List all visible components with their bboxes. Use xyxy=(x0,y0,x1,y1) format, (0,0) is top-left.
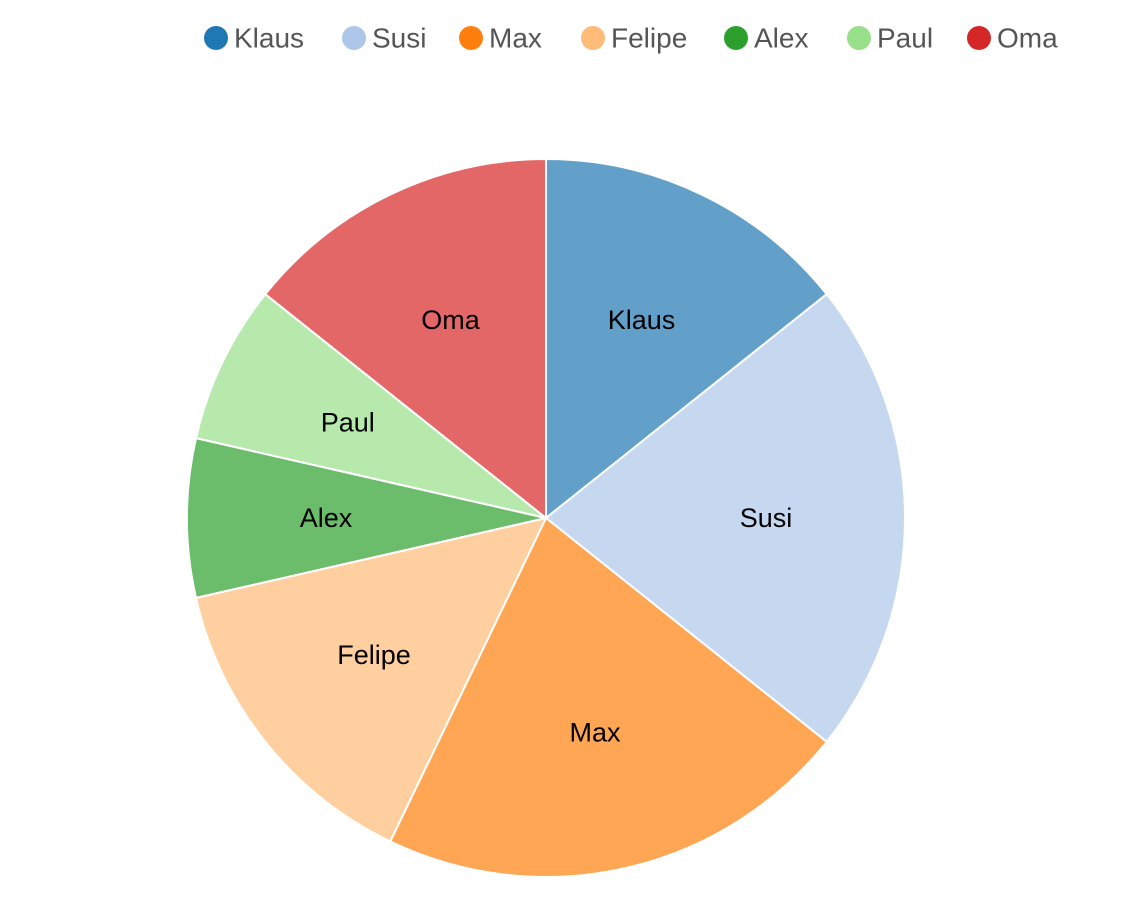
legend-swatch-alex xyxy=(724,26,748,50)
slice-label-felipe: Felipe xyxy=(337,640,411,670)
pie-slice-labels: Klaus Susi Max Felipe Alex Paul Oma xyxy=(300,305,793,748)
legend-item-felipe: Felipe xyxy=(581,23,687,54)
legend-item-susi: Susi xyxy=(342,23,426,54)
legend: Klaus Susi Max Felipe Alex Paul Oma xyxy=(204,23,1058,54)
legend-item-max: Max xyxy=(459,23,542,54)
slice-label-oma: Oma xyxy=(421,305,480,335)
slice-label-paul: Paul xyxy=(321,408,375,438)
legend-swatch-susi xyxy=(342,26,366,50)
pie-slice-max xyxy=(388,516,829,878)
pie-slice-susi xyxy=(544,292,906,744)
legend-swatch-paul xyxy=(847,26,871,50)
pie-slice-oma xyxy=(263,157,547,521)
legend-swatch-felipe xyxy=(581,26,605,50)
legend-swatch-oma xyxy=(967,26,991,50)
slice-label-susi: Susi xyxy=(740,503,793,533)
slice-label-max: Max xyxy=(569,718,621,748)
slice-label-klaus: Klaus xyxy=(608,305,676,335)
pie-slice-alex xyxy=(186,436,547,600)
legend-label-alex: Alex xyxy=(754,23,808,54)
legend-label-max: Max xyxy=(489,23,542,54)
legend-label-paul: Paul xyxy=(877,23,933,54)
legend-item-paul: Paul xyxy=(847,23,933,54)
legend-label-klaus: Klaus xyxy=(234,23,304,54)
pie-slice-felipe xyxy=(194,516,548,843)
legend-item-klaus: Klaus xyxy=(204,23,304,54)
legend-item-alex: Alex xyxy=(724,23,808,54)
legend-label-susi: Susi xyxy=(372,23,426,54)
legend-item-oma: Oma xyxy=(967,23,1058,54)
legend-swatch-klaus xyxy=(204,26,228,50)
pie-slices xyxy=(186,157,906,878)
legend-swatch-max xyxy=(459,26,483,50)
pie-slice-paul xyxy=(194,292,547,519)
pie-slice-klaus xyxy=(545,157,829,521)
legend-label-felipe: Felipe xyxy=(611,23,687,54)
legend-label-oma: Oma xyxy=(997,23,1058,54)
slice-label-alex: Alex xyxy=(300,503,353,533)
